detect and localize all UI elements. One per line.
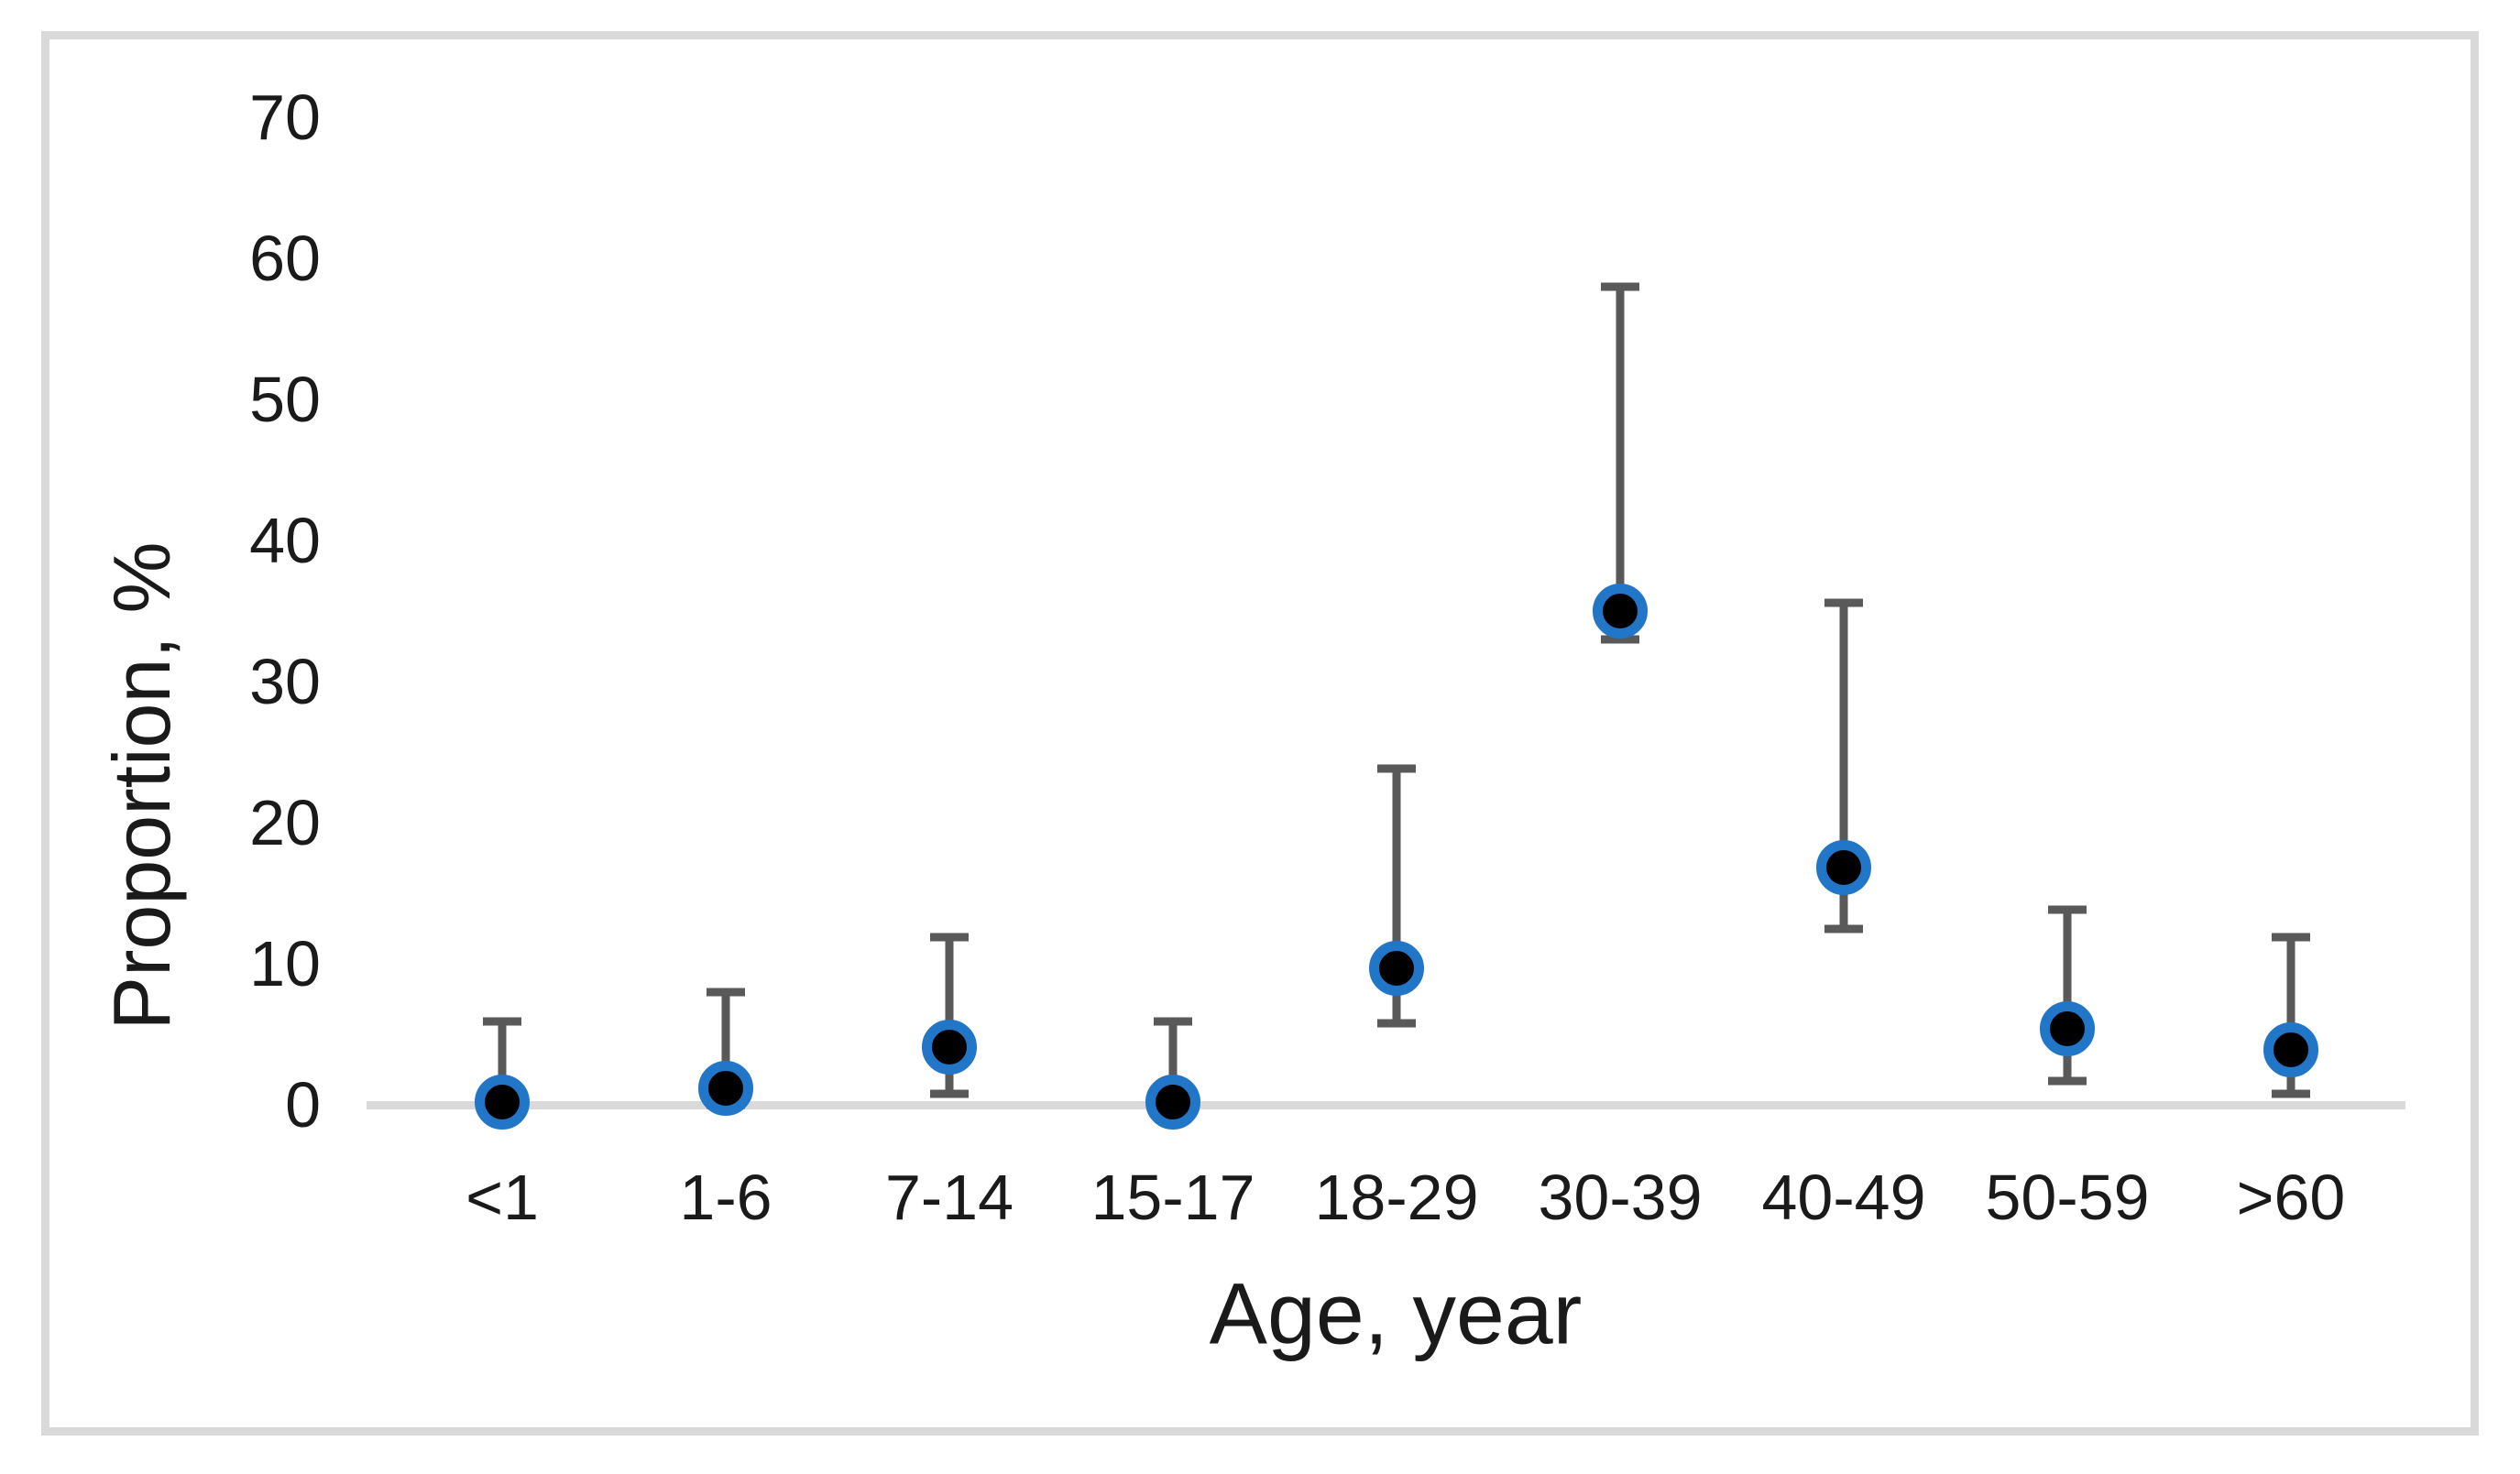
error-bar-cap-bottom [1824,924,1863,933]
error-bar-cap-bottom [1377,1019,1416,1028]
data-point-marker [1369,940,1424,996]
data-point-marker [2263,1021,2318,1077]
error-bar-line [1392,769,1401,1023]
error-bar-line [1616,286,1625,639]
x-tick-label: 40-49 [1761,1162,1926,1233]
y-axis-title: Proportion, % [96,541,187,1031]
x-tick-label: >60 [2236,1162,2346,1233]
error-bar-cap-top [1377,764,1416,773]
x-axis-title: Age, year [1209,1265,1583,1363]
data-point-marker [475,1074,530,1130]
data-point-marker [1816,840,1871,896]
data-point-marker [922,1019,977,1075]
error-bar-cap-top [1601,282,1639,291]
error-bar-cap-bottom [2048,1076,2087,1086]
y-tick-label: 20 [249,787,321,858]
error-bar-cap-top [2048,905,2087,914]
error-bar-line [2063,910,2072,1081]
data-point-marker [1145,1074,1200,1130]
error-bar-cap-bottom [930,1089,969,1098]
x-tick-label: 18-29 [1314,1162,1479,1233]
x-tick-label: 15-17 [1090,1162,1255,1233]
data-point-marker [698,1060,753,1116]
error-bar-cap-top [1824,598,1863,607]
figure-border [41,31,2479,1436]
error-bar-line [721,991,730,1105]
y-tick-label: 60 [249,223,321,294]
x-tick-label: 1-6 [679,1162,772,1233]
data-point-marker [1593,584,1648,639]
y-tick-label: 40 [249,505,321,576]
error-bar-line [1168,1021,1178,1105]
data-point-marker [2040,1000,2095,1056]
error-bar-line [498,1021,507,1105]
x-tick-label: 30-39 [1538,1162,1703,1233]
y-tick-label: 50 [249,364,321,435]
error-bar-line [945,936,954,1094]
error-bar-cap-bottom [2272,1089,2310,1098]
y-tick-label: 30 [249,646,321,717]
y-tick-label: 0 [285,1069,321,1141]
x-tick-label: 50-59 [1985,1162,2150,1233]
error-bar-cap-top [707,988,745,997]
y-tick-label: 10 [249,928,321,999]
error-bar-cap-top [2272,933,2310,942]
error-bar-line [1839,602,1848,929]
error-bar-cap-bottom [1601,635,1639,644]
y-tick-label: 70 [249,82,321,153]
x-axis-line [367,1101,2405,1109]
error-bar-cap-top [1154,1017,1192,1026]
error-bar-line [2286,936,2295,1094]
x-tick-label: <1 [466,1162,539,1233]
error-bar-cap-top [483,1017,521,1026]
error-bar-cap-top [930,933,969,942]
x-tick-label: 7-14 [884,1162,1014,1233]
